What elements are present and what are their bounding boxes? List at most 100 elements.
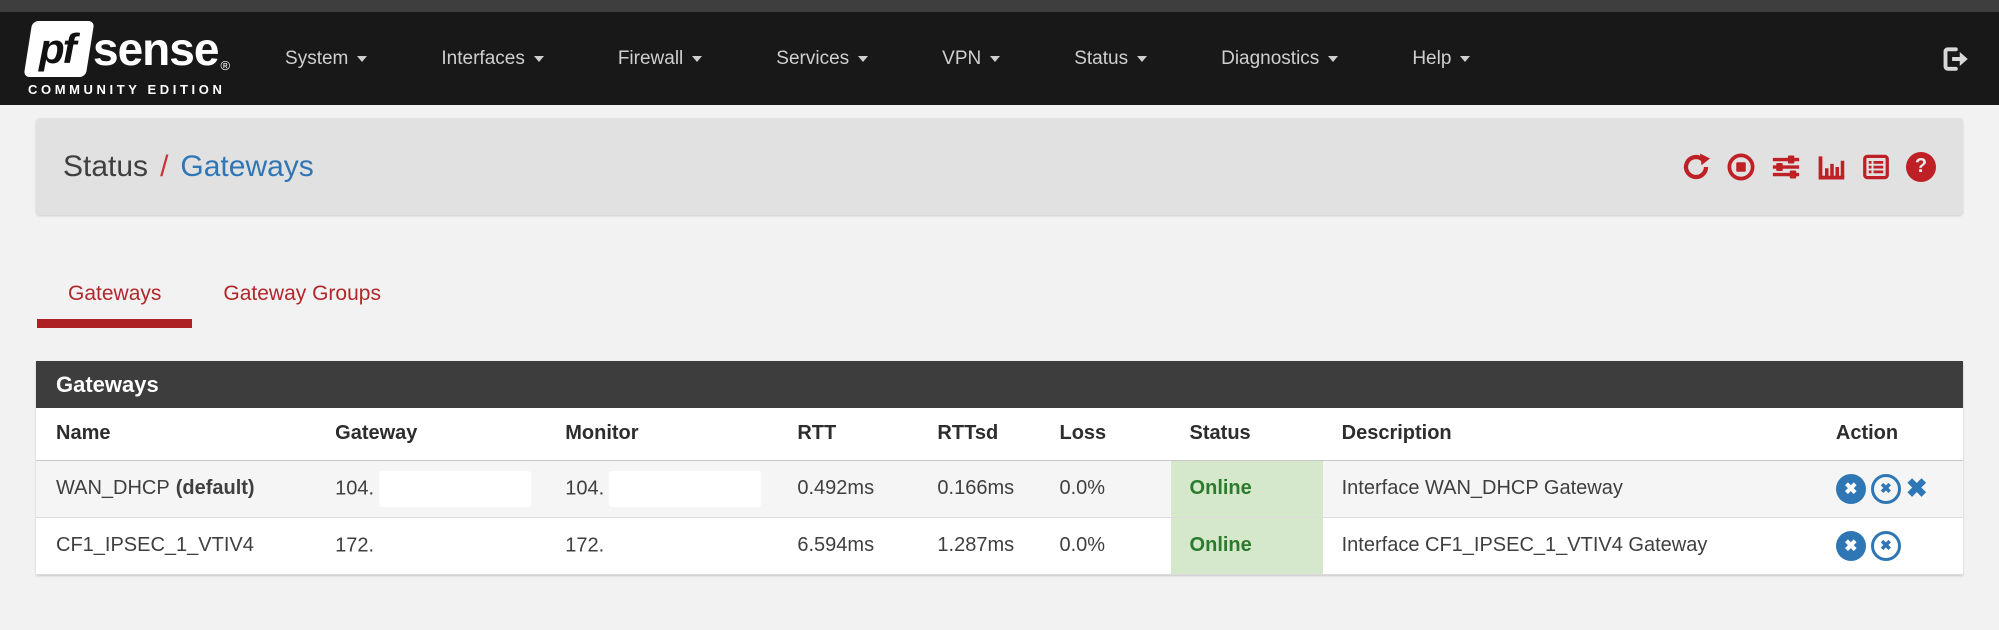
rtt-cell: 0.492ms xyxy=(778,460,919,518)
sense-logo-text: sense xyxy=(93,22,219,75)
breadcrumb-actions: ? xyxy=(1681,151,1936,182)
nav-item-label: Interfaces xyxy=(441,47,525,69)
nav-item-services[interactable]: Services xyxy=(739,30,905,88)
table-header-row: Name Gateway Monitor RTT RTTsd Loss Stat… xyxy=(36,408,1963,461)
col-header-rttsd: RTTsd xyxy=(918,408,1041,461)
col-header-loss: Loss xyxy=(1040,408,1171,461)
gateway-address-cell: 104. xyxy=(316,460,547,518)
times-circle-solid-icon[interactable]: ✖ xyxy=(1835,473,1866,504)
times-circle-outline-icon[interactable]: ✖ xyxy=(1870,473,1901,504)
nav-item-label: Firewall xyxy=(617,47,684,69)
chevron-down-icon xyxy=(357,55,368,62)
loss-cell: 0.0% xyxy=(1040,460,1171,518)
nav-item-label: Status xyxy=(1074,47,1129,69)
times-icon[interactable]: ✖ xyxy=(1905,473,1928,503)
list-icon[interactable] xyxy=(1861,152,1891,182)
table-row: WAN_DHCP (default) 104. 104. 0.492ms 0.16… xyxy=(36,460,1963,518)
gateway-name-cell: WAN_DHCP (default) xyxy=(36,460,317,518)
action-cell: ✖ ✖ ✖ xyxy=(1816,460,1963,518)
bar-chart-icon[interactable] xyxy=(1816,152,1846,182)
window-top-strip xyxy=(0,0,1999,12)
gateway-name: WAN_DHCP xyxy=(56,477,170,499)
redacted-ip xyxy=(379,527,532,564)
chevron-down-icon xyxy=(990,55,1001,62)
col-header-name: Name xyxy=(36,408,317,461)
col-header-action: Action xyxy=(1816,408,1963,461)
chevron-down-icon xyxy=(1328,55,1339,62)
tab-bar: Gateways Gateway Groups xyxy=(36,267,1963,328)
redacted-ip xyxy=(609,470,762,507)
registered-mark: ® xyxy=(220,57,231,73)
gateways-panel: Gateways Name Gateway Monitor RTT RTTsd … xyxy=(36,361,1963,575)
gateways-table: Name Gateway Monitor RTT RTTsd Loss Stat… xyxy=(36,408,1963,575)
stop-icon[interactable] xyxy=(1726,152,1756,182)
gateway-default-badge: (default) xyxy=(175,477,255,499)
chevron-down-icon xyxy=(1460,55,1471,62)
table-row: CF1_IPSEC_1_VTIV4 172. 172. 6.594ms 1.28… xyxy=(36,517,1963,575)
nav-item-status[interactable]: Status xyxy=(1037,30,1184,88)
gateway-name: CF1_IPSEC_1_VTIV4 xyxy=(56,534,254,556)
help-icon[interactable]: ? xyxy=(1906,151,1936,182)
nav-item-interfaces[interactable]: Interfaces xyxy=(404,30,580,88)
nav-menu: System Interfaces Firewall Services VPN … xyxy=(248,30,1507,88)
gateway-name-cell: CF1_IPSEC_1_VTIV4 xyxy=(36,517,317,575)
nav-item-diagnostics[interactable]: Diagnostics xyxy=(1184,30,1375,88)
redacted-ip xyxy=(379,470,532,507)
pf-logo-box: pf xyxy=(23,20,95,77)
rtt-cell: 6.594ms xyxy=(778,517,919,575)
refresh-icon[interactable] xyxy=(1681,152,1711,182)
breadcrumb: Status / Gateways xyxy=(63,150,314,184)
times-circle-solid-icon[interactable]: ✖ xyxy=(1835,530,1866,561)
logo-subtitle: COMMUNITY EDITION xyxy=(28,81,226,97)
monitor-ip-prefix: 172. xyxy=(565,533,605,556)
nav-item-label: System xyxy=(285,47,349,69)
col-header-rtt: RTT xyxy=(778,408,919,461)
monitor-address-cell: 172. xyxy=(546,517,779,575)
breadcrumb-panel: Status / Gateways xyxy=(36,118,1963,215)
nav-item-label: VPN xyxy=(942,47,982,69)
breadcrumb-separator: / xyxy=(160,149,169,183)
chevron-down-icon xyxy=(858,55,869,62)
redacted-ip xyxy=(609,527,762,564)
action-cell: ✖ ✖ xyxy=(1816,517,1963,575)
nav-item-label: Services xyxy=(776,47,850,69)
nav-item-firewall[interactable]: Firewall xyxy=(581,30,739,88)
nav-item-help[interactable]: Help xyxy=(1375,30,1507,88)
description-cell: Interface WAN_DHCP Gateway xyxy=(1322,460,1817,518)
col-header-status: Status xyxy=(1170,408,1323,461)
tab-gateways[interactable]: Gateways xyxy=(37,267,193,328)
nav-item-label: Diagnostics xyxy=(1221,47,1320,69)
pf-logo-text: pf xyxy=(39,24,75,72)
monitor-address-cell: 104. xyxy=(546,460,779,518)
pfsense-logo[interactable]: pf sense ® COMMUNITY EDITION xyxy=(23,20,231,97)
chevron-down-icon xyxy=(692,55,703,62)
col-header-gateway: Gateway xyxy=(316,408,547,461)
nav-item-vpn[interactable]: VPN xyxy=(905,30,1037,88)
rttsd-cell: 0.166ms xyxy=(918,460,1041,518)
chevron-down-icon xyxy=(533,55,544,62)
status-badge: Online xyxy=(1170,460,1323,518)
status-badge: Online xyxy=(1170,517,1323,575)
sliders-icon[interactable] xyxy=(1771,152,1801,182)
gateway-ip-prefix: 172. xyxy=(335,533,375,556)
gateway-address-cell: 172. xyxy=(316,517,547,575)
sign-out-icon[interactable] xyxy=(1939,44,1969,74)
panel-title: Gateways xyxy=(36,361,1963,408)
loss-cell: 0.0% xyxy=(1040,517,1171,575)
tab-gateway-groups[interactable]: Gateway Groups xyxy=(223,282,381,305)
nav-item-label: Help xyxy=(1412,47,1452,69)
breadcrumb-page[interactable]: Gateways xyxy=(180,149,314,183)
monitor-ip-prefix: 104. xyxy=(565,476,605,499)
col-header-description: Description xyxy=(1322,408,1817,461)
main-navbar: pf sense ® COMMUNITY EDITION System Inte… xyxy=(0,12,1999,105)
times-circle-outline-icon[interactable]: ✖ xyxy=(1870,530,1901,561)
chevron-down-icon xyxy=(1137,55,1148,62)
description-cell: Interface CF1_IPSEC_1_VTIV4 Gateway xyxy=(1322,517,1817,575)
col-header-monitor: Monitor xyxy=(546,408,779,461)
breadcrumb-section: Status xyxy=(63,149,149,183)
rttsd-cell: 1.287ms xyxy=(918,517,1041,575)
page-content: Status / Gateways xyxy=(0,105,1999,575)
gateway-ip-prefix: 104. xyxy=(335,476,375,499)
nav-item-system[interactable]: System xyxy=(248,30,404,88)
